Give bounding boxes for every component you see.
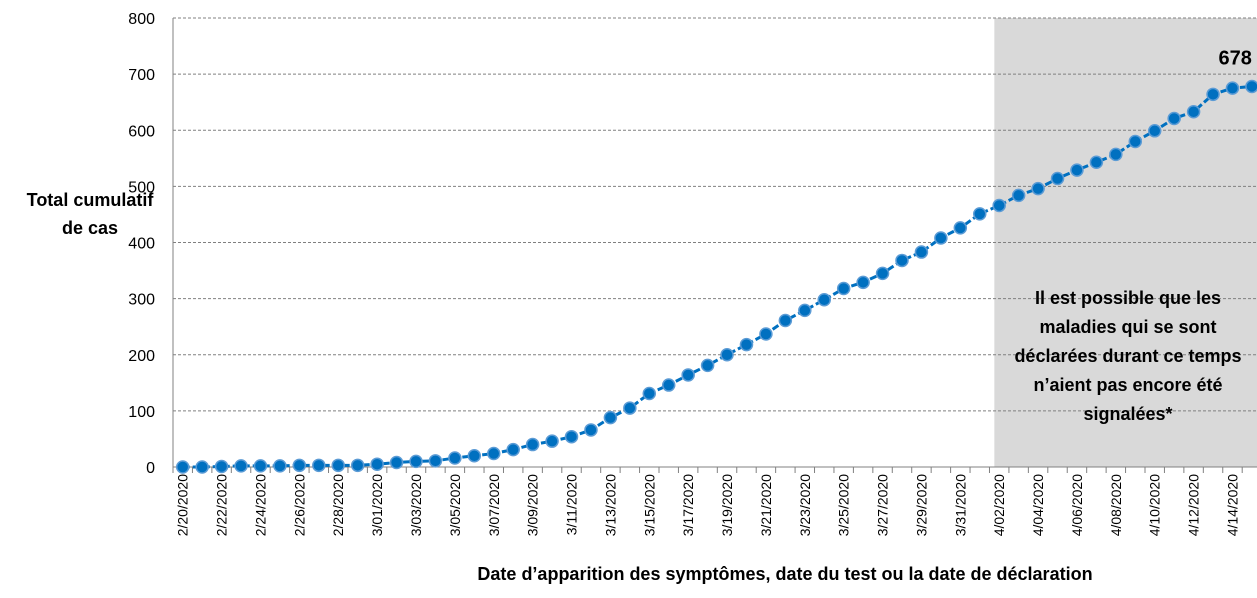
data-point	[1245, 79, 1257, 94]
data-point	[1147, 124, 1162, 138]
x-tick-label: 3/19/2020	[719, 474, 735, 536]
x-tick-label: 3/07/2020	[486, 474, 502, 536]
data-point	[1186, 104, 1201, 119]
data-point	[720, 348, 734, 362]
data-point	[331, 458, 345, 473]
data-point	[525, 437, 540, 452]
data-point	[953, 221, 968, 235]
data-point	[273, 459, 287, 473]
data-point	[681, 368, 695, 382]
data-point	[1011, 188, 1026, 203]
x-tick-label: 3/05/2020	[447, 474, 463, 536]
x-tick-label: 4/10/2020	[1147, 474, 1163, 536]
x-tick-label: 4/08/2020	[1108, 474, 1124, 536]
x-tick-label: 2/24/2020	[252, 474, 268, 536]
y-tick-label: 0	[146, 460, 155, 477]
x-tick-label: 2/20/2020	[175, 474, 191, 536]
annotation: Il est possible que les maladies qui se …	[1014, 288, 1242, 424]
data-point	[836, 281, 851, 296]
x-tick-label: 4/14/2020	[1224, 474, 1240, 536]
data-point	[1109, 147, 1123, 162]
data-point	[661, 378, 676, 392]
data-label: 678	[1219, 47, 1252, 69]
x-tick-label: 3/27/2020	[875, 474, 891, 536]
x-tick-label: 3/25/2020	[836, 474, 852, 536]
data-point	[584, 423, 598, 437]
y-tick-label: 200	[128, 348, 155, 365]
x-tick-label: 3/13/2020	[602, 474, 618, 536]
x-tick-label: 4/02/2020	[991, 474, 1007, 536]
data-point	[1070, 163, 1084, 177]
data-point	[175, 460, 190, 474]
x-tick-label: 3/11/2020	[564, 474, 580, 535]
data-point	[973, 207, 987, 221]
data-point	[895, 253, 909, 268]
y-tick-label: 700	[128, 67, 155, 84]
x-tick-label: 3/31/2020	[952, 474, 968, 536]
x-tick-label: 3/03/2020	[408, 474, 424, 536]
data-point	[448, 451, 462, 465]
data-point	[234, 459, 248, 473]
data-point	[778, 313, 793, 328]
x-axis-title: Date d’apparition des symptômes, date du…	[477, 564, 1093, 584]
data-point	[798, 303, 812, 318]
y-tick-label: 600	[128, 123, 155, 140]
data-point	[312, 458, 326, 473]
x-tick-label: 3/01/2020	[369, 474, 385, 536]
data-point	[934, 231, 948, 245]
data-point	[817, 292, 831, 307]
data-point	[370, 457, 384, 471]
data-point	[992, 198, 1006, 213]
x-tick-label: 2/28/2020	[330, 474, 346, 536]
x-tick-label: 4/12/2020	[1186, 474, 1202, 536]
x-tick-label: 4/04/2020	[1030, 474, 1046, 536]
x-tick-label: 3/21/2020	[758, 474, 774, 536]
data-point	[506, 442, 520, 457]
data-point	[623, 401, 637, 415]
x-tick-label: 2/22/2020	[214, 474, 230, 536]
data-point	[875, 266, 890, 281]
data-point	[700, 358, 715, 373]
y-tick-label: 300	[128, 292, 155, 309]
data-point	[1167, 111, 1181, 126]
data-point	[1225, 81, 1240, 95]
x-tick-label: 3/17/2020	[680, 474, 696, 536]
data-point	[292, 458, 307, 473]
data-point	[1206, 87, 1220, 102]
data-point	[914, 245, 929, 259]
x-tick-label: 3/09/2020	[525, 474, 541, 536]
x-tick-label: 3/23/2020	[797, 474, 813, 536]
y-tick-label: 100	[128, 404, 155, 421]
data-point	[642, 386, 657, 401]
y-tick-label: 400	[128, 236, 155, 253]
y-axis-title: Total cumulatif de cas	[26, 190, 154, 238]
data-point	[545, 434, 559, 448]
data-point	[1050, 171, 1065, 186]
data-point	[739, 337, 754, 352]
x-tick-label: 2/26/2020	[291, 474, 307, 536]
data-point	[1128, 134, 1143, 149]
data-point	[195, 460, 209, 474]
data-point	[350, 458, 365, 473]
data-point	[409, 454, 423, 469]
data-point	[564, 429, 579, 444]
data-point	[428, 454, 443, 468]
x-tick-label: 3/29/2020	[913, 474, 929, 536]
x-tick-label: 3/15/2020	[641, 474, 657, 536]
x-tick-label: 4/06/2020	[1069, 474, 1085, 536]
data-point	[1089, 155, 1104, 169]
data-point	[856, 275, 870, 290]
data-point	[214, 459, 229, 474]
y-tick-label: 800	[128, 11, 155, 28]
data-point	[1031, 181, 1045, 196]
data-point	[603, 410, 618, 425]
data-point	[253, 459, 268, 473]
data-point	[389, 455, 404, 470]
y-tick-label: 500	[128, 179, 155, 196]
data-point	[467, 449, 482, 463]
data-point	[759, 327, 773, 341]
data-point	[487, 446, 501, 461]
